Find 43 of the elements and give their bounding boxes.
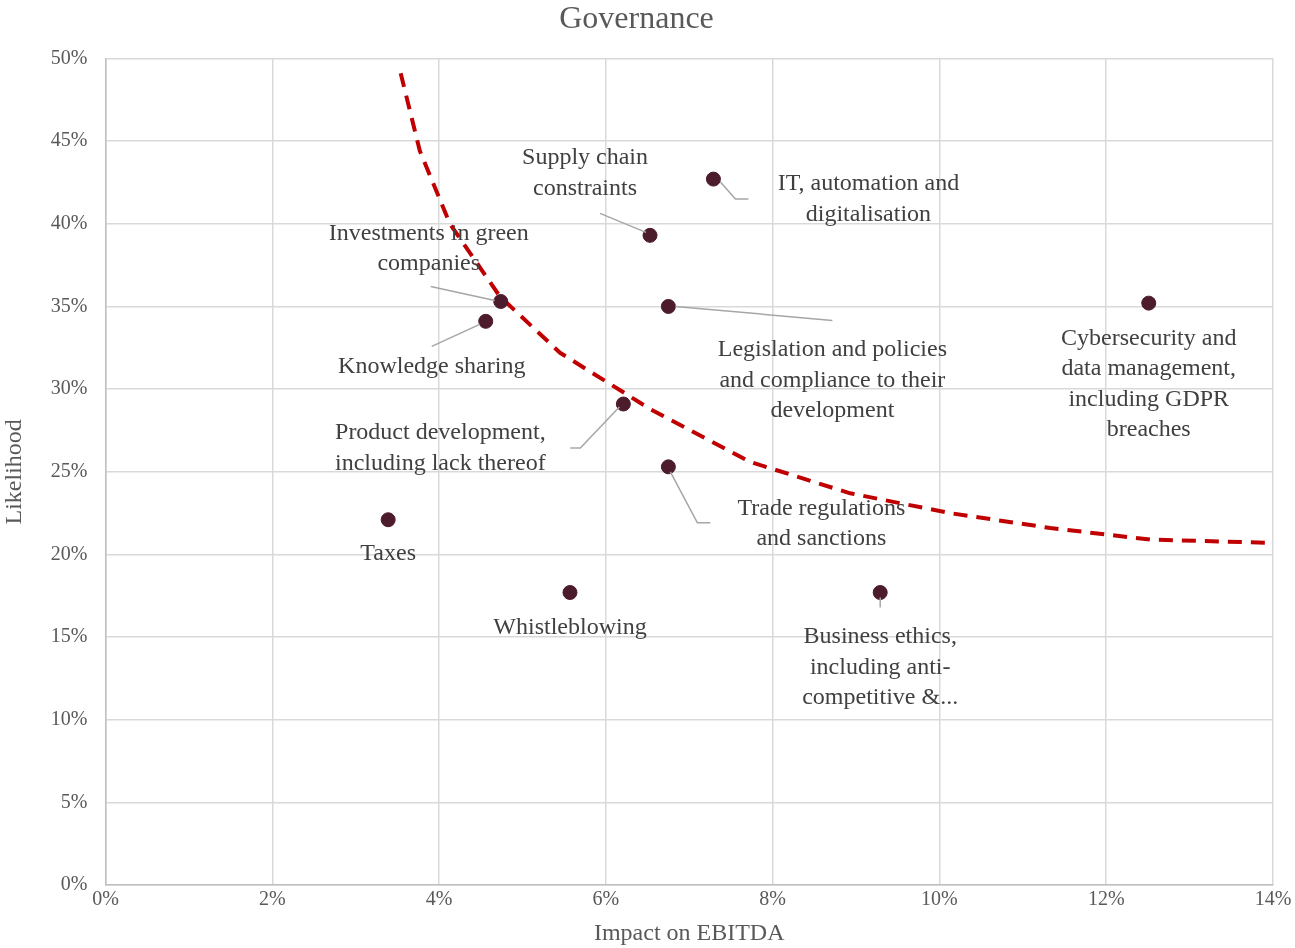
y-tick-label: 50% <box>50 45 88 68</box>
point <box>493 293 509 309</box>
x-tick-label: 4% <box>425 887 453 910</box>
y-tick-label: 45% <box>50 128 88 151</box>
y-tick-label: 10% <box>50 707 88 730</box>
y-tick-label: 35% <box>50 293 88 316</box>
y-axis-title: Likelihood <box>0 419 26 525</box>
point <box>705 171 721 187</box>
annotation: Knowledge sharing <box>338 351 526 378</box>
x-tick-label: 2% <box>258 887 286 910</box>
annotation: Product development, including lack thereof <box>335 418 546 475</box>
point <box>478 313 494 329</box>
annotation: Whistleblowing <box>493 612 647 639</box>
point <box>660 459 676 475</box>
point <box>562 585 578 601</box>
x-tick-label: 6% <box>592 887 620 910</box>
point <box>642 227 658 243</box>
annotation: Supply chain constraints <box>522 143 649 200</box>
annotation: IT, automation and digitalisation <box>777 169 960 226</box>
y-tick-label: 0% <box>60 872 88 895</box>
y-tick-label: 25% <box>50 459 88 482</box>
x-tick-label: 8% <box>759 887 786 910</box>
annotation: Legislation and policies and compliance to their development <box>717 335 948 423</box>
y-tick-label: 30% <box>50 376 88 399</box>
y-tick-label: 20% <box>50 541 88 564</box>
annotation: Taxes <box>360 539 416 566</box>
x-tick-label: 10% <box>921 887 958 910</box>
point <box>872 585 888 601</box>
x-axis-title: Impact on EBITDA <box>593 918 786 945</box>
chart-title: Governance <box>559 0 714 35</box>
annotation: Trade regulations and sanctions <box>737 493 906 551</box>
point <box>380 512 396 528</box>
point <box>660 298 676 314</box>
point <box>1141 295 1157 311</box>
y-tick-label: 40% <box>50 211 88 234</box>
annotation: Cybersecurity and data management, including GDPR breaches <box>1061 323 1237 442</box>
y-tick-label: 5% <box>60 789 88 812</box>
y-tick-label: 15% <box>50 624 88 647</box>
x-tick-label: 12% <box>1087 887 1125 910</box>
x-tick-label: 0% <box>92 887 119 910</box>
point <box>615 396 631 412</box>
annotation: Business ethics, including anti- competitive &... <box>802 622 959 710</box>
x-tick-label: 14% <box>1254 887 1292 910</box>
